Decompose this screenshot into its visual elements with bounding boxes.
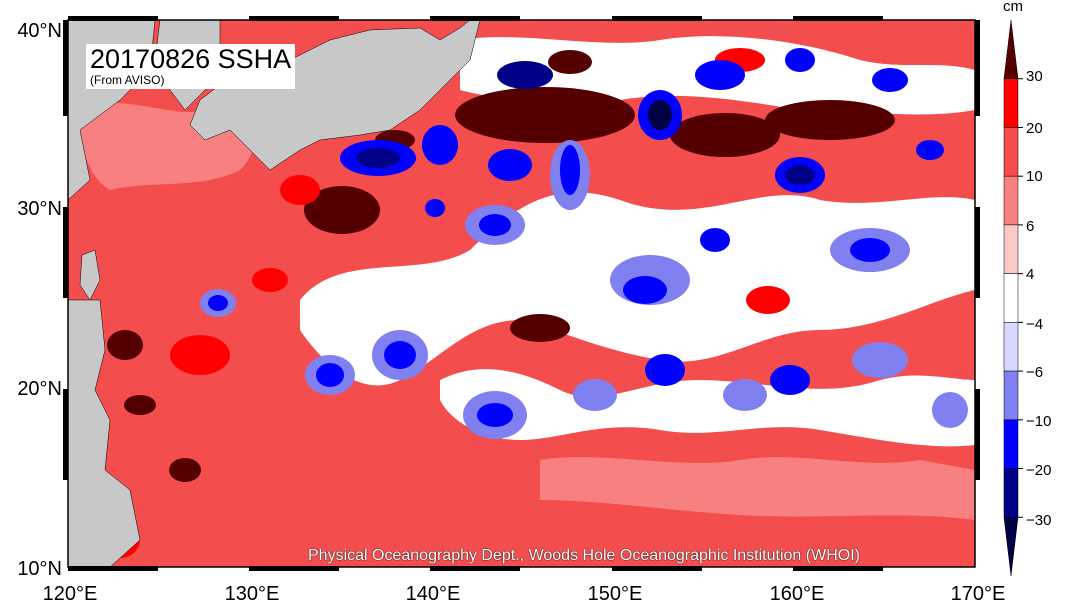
lat-label-30: 30°N [17,198,62,220]
colorbar-label: −30 [1026,512,1052,529]
map-subtitle: (From AVISO) [90,73,165,87]
warm-eddy [455,87,635,143]
cold-eddy-core [785,165,815,185]
credit-text: Physical Oceanography Dept., Woods Hole … [308,547,860,564]
map-field [68,20,975,567]
lat-label-20: 20°N [17,378,62,400]
colorbar-label: 4 [1026,266,1035,283]
cold-zone [573,379,617,411]
colorbar-swatch [1003,322,1019,372]
lat-label-10: 10°N [17,558,62,580]
cold-zone [932,392,968,428]
lon-label-120: 120°E [42,583,98,605]
cold-eddy [477,403,513,427]
cold-eddy [208,295,228,311]
lon-label-130: 130°E [224,583,280,605]
cold-eddy [850,238,890,262]
cold-eddy [422,125,458,165]
colorbar [1003,19,1023,577]
warm-zone [170,335,230,375]
warm-eddy [169,458,201,482]
lon-label-160: 160°E [769,583,825,605]
cold-eddy [770,365,810,395]
cold-eddy [916,140,944,160]
colorbar-swatch [1003,468,1019,518]
cold-eddy [645,354,685,386]
colorbar-swatch [1003,127,1019,177]
japan-land [189,20,481,171]
cold-eddy-core [497,61,553,89]
cold-eddy [425,199,445,217]
colorbar-swatch [1003,224,1019,274]
lon-label-140: 140°E [405,583,461,605]
colorbar-swatch [1003,517,1019,577]
map-title: 20170826 SSHA [90,44,292,74]
cold-eddy [700,228,730,252]
colorbar-label: −20 [1026,462,1052,479]
colorbar-swatch [1003,419,1019,469]
philippines-land [68,299,141,567]
cold-eddy [488,149,532,181]
colorbar-swatch [1003,175,1019,226]
warm-eddy [670,113,780,157]
title-box: 20170826 SSHA (From AVISO) [86,44,296,89]
warm-eddy [548,50,592,74]
light-pink-zone [540,457,975,520]
cold-eddy [384,341,416,369]
warm-eddy [107,330,143,360]
cold-eddy-core [648,100,672,130]
lat-label-40: 40°N [17,20,62,42]
lon-label-170: 170°E [950,583,1006,605]
warm-eddy [510,314,570,342]
cold-eddy [560,145,580,195]
near-zero-band-2 [440,369,975,447]
cold-zone [852,342,908,378]
warm-eddy [304,186,380,234]
colorbar-label: 30 [1026,68,1043,85]
warm-zone [746,286,790,314]
colorbar-swatch [1003,370,1019,421]
warm-eddy [124,395,156,415]
lon-label-150: 150°E [587,583,643,605]
warm-eddy [765,100,895,140]
cold-eddy [623,276,667,304]
colorbar-unit: cm [1003,0,1023,15]
cold-eddy [872,68,908,92]
cold-zone [723,379,767,411]
cold-eddy [316,363,344,387]
colorbar-swatch [1003,78,1019,128]
colorbar-label: −10 [1026,413,1052,430]
warm-zone [252,268,288,292]
cold-eddy [695,60,745,90]
taiwan-land [79,249,101,301]
colorbar-label: 6 [1026,218,1035,235]
cold-eddy-core [356,148,400,168]
colorbar-label: 10 [1026,168,1043,185]
frame-ticks [63,16,980,571]
cold-eddy [479,214,511,236]
colorbar-label: −4 [1026,316,1044,333]
cold-eddy [785,48,815,72]
warm-zone [280,175,320,205]
colorbar-swatch [1003,19,1019,79]
colorbar-label: −6 [1026,364,1044,381]
colorbar-swatch [1003,273,1019,323]
colorbar-label: 20 [1026,120,1043,137]
